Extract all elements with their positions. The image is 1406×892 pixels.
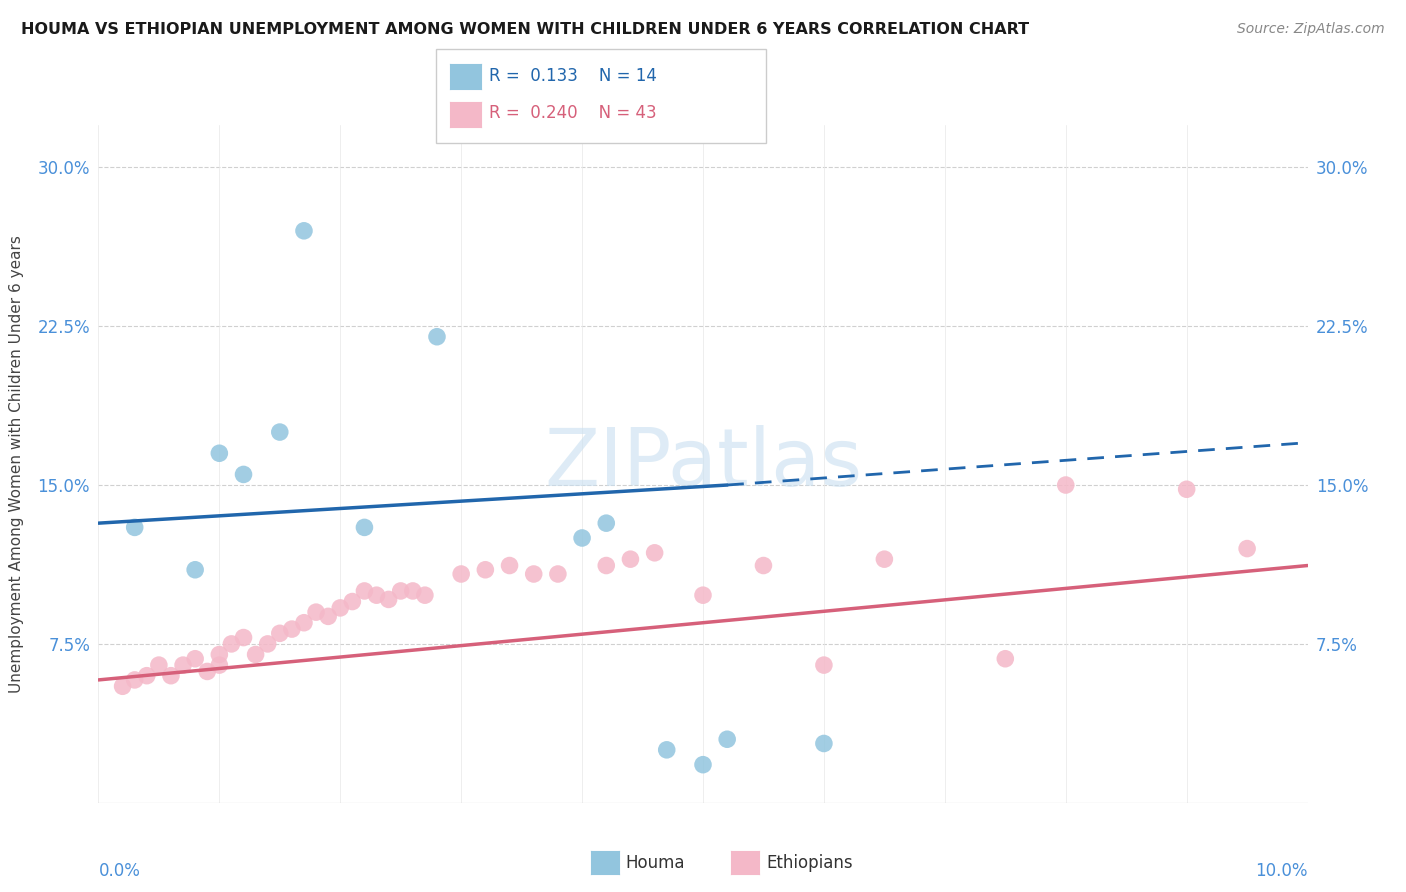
Point	[329, 601, 352, 615]
Point	[692, 588, 714, 602]
Y-axis label: Unemployment Among Women with Children Under 6 years: Unemployment Among Women with Children U…	[8, 235, 24, 693]
Text: Source: ZipAtlas.com: Source: ZipAtlas.com	[1237, 22, 1385, 37]
Point	[184, 563, 207, 577]
Point	[813, 658, 835, 673]
Point	[571, 531, 593, 545]
Point	[208, 648, 231, 662]
Text: R =  0.133    N = 14: R = 0.133 N = 14	[489, 67, 657, 85]
Point	[523, 567, 546, 582]
Point	[232, 467, 254, 482]
Point	[245, 648, 267, 662]
Point	[184, 651, 207, 665]
Point	[305, 605, 328, 619]
Point	[366, 588, 388, 602]
Point	[1175, 483, 1198, 497]
Point	[195, 665, 218, 679]
Text: R =  0.240    N = 43: R = 0.240 N = 43	[489, 104, 657, 122]
Point	[813, 737, 835, 751]
Point	[353, 584, 375, 599]
Point	[426, 330, 449, 344]
Point	[873, 552, 896, 566]
Point	[135, 669, 157, 683]
Point	[111, 679, 134, 693]
Point	[208, 446, 231, 460]
Text: Ethiopians: Ethiopians	[766, 854, 853, 871]
Point	[716, 732, 738, 747]
Point	[232, 631, 254, 645]
Point	[450, 567, 472, 582]
Point	[172, 658, 194, 673]
Text: HOUMA VS ETHIOPIAN UNEMPLOYMENT AMONG WOMEN WITH CHILDREN UNDER 6 YEARS CORRELAT: HOUMA VS ETHIOPIAN UNEMPLOYMENT AMONG WO…	[21, 22, 1029, 37]
Point	[595, 516, 617, 530]
Point	[402, 584, 425, 599]
Point	[160, 669, 183, 683]
Text: 0.0%: 0.0%	[98, 862, 141, 880]
Point	[256, 637, 278, 651]
Point	[269, 626, 291, 640]
Point	[498, 558, 520, 573]
Point	[292, 615, 315, 630]
Text: ZIPatlas: ZIPatlas	[544, 425, 862, 503]
Point	[1236, 541, 1258, 556]
Point	[619, 552, 641, 566]
Point	[316, 609, 339, 624]
Point	[413, 588, 436, 602]
Point	[692, 757, 714, 772]
Point	[342, 594, 364, 608]
Point	[124, 520, 146, 534]
Point	[547, 567, 569, 582]
Point	[208, 658, 231, 673]
Point	[389, 584, 412, 599]
Point	[1054, 478, 1077, 492]
Point	[994, 651, 1017, 665]
Point	[377, 592, 399, 607]
Text: Houma: Houma	[626, 854, 685, 871]
Point	[221, 637, 243, 651]
Point	[752, 558, 775, 573]
Point	[124, 673, 146, 687]
Point	[474, 563, 496, 577]
Point	[644, 546, 666, 560]
Point	[281, 622, 304, 636]
Point	[269, 425, 291, 439]
Point	[292, 224, 315, 238]
Text: 10.0%: 10.0%	[1256, 862, 1308, 880]
Point	[353, 520, 375, 534]
Point	[148, 658, 170, 673]
Point	[655, 743, 678, 757]
Point	[595, 558, 617, 573]
